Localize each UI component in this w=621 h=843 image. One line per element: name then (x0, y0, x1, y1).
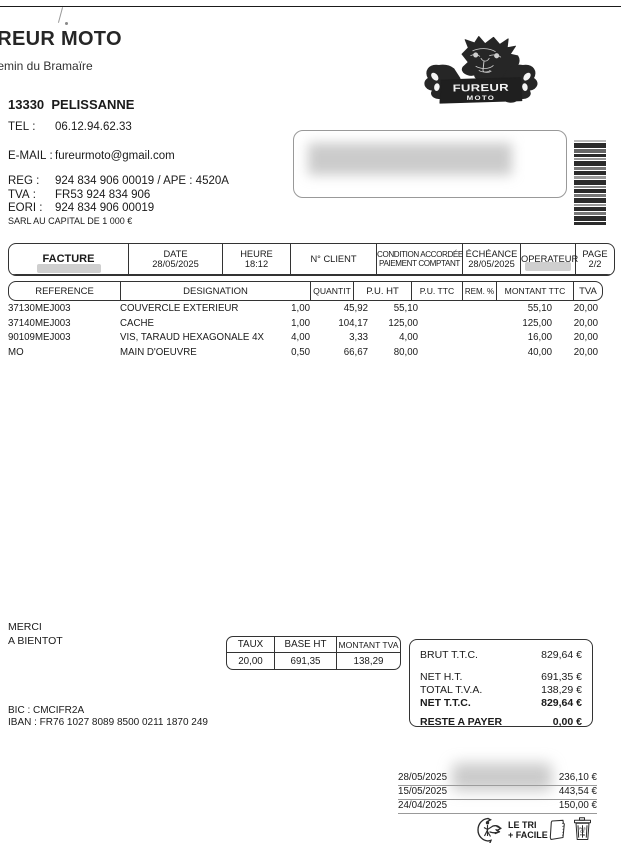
svg-text:TRI: TRI (580, 833, 585, 837)
svg-text:MOTO: MOTO (467, 96, 495, 102)
svg-text:FUREUR: FUREUR (453, 82, 510, 94)
